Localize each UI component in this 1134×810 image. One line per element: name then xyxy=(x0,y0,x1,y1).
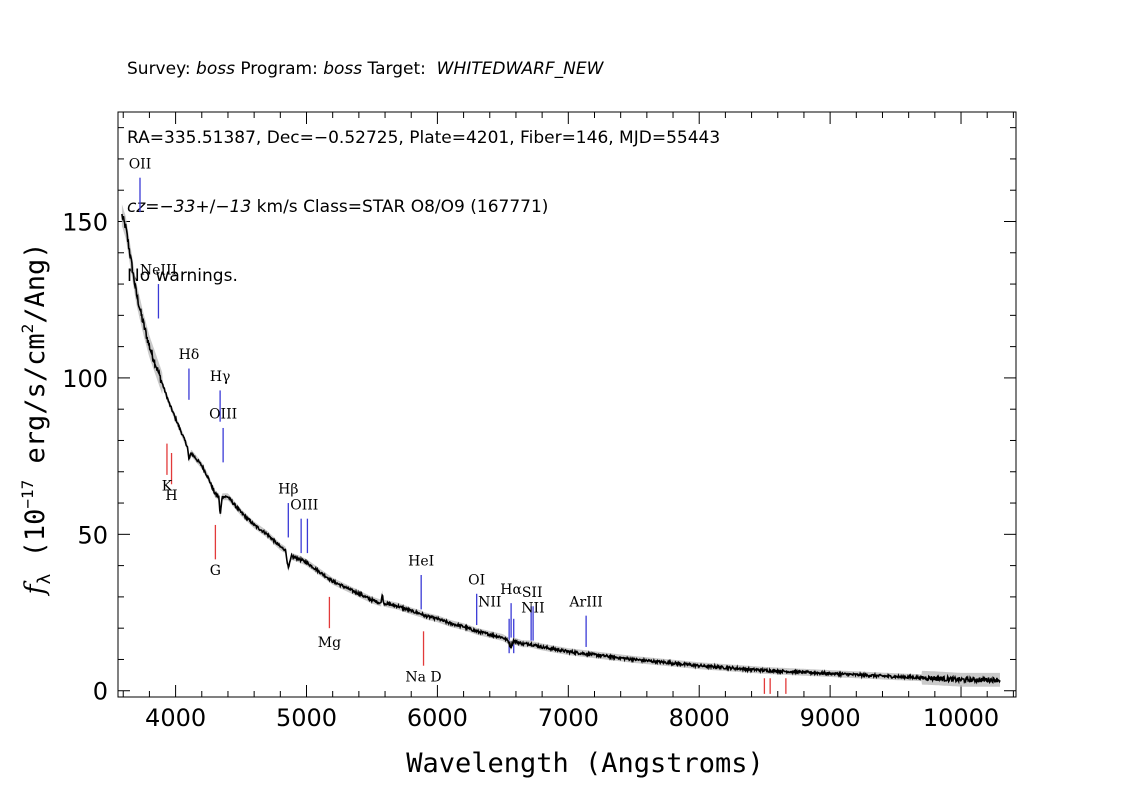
program-value: boss xyxy=(323,59,363,79)
survey-label: Survey: xyxy=(127,59,197,79)
line-label: Hα xyxy=(500,582,522,598)
x-tick-label: 9000 xyxy=(800,704,861,732)
survey-value: boss xyxy=(196,59,235,79)
y-label-f: f xyxy=(20,581,51,597)
y-label-lambda: λ xyxy=(34,574,55,585)
y-label-pre: (10 xyxy=(20,509,51,574)
header-line-redshift: cz=−33+/−13 km/s Class=STAR O8/O9 (16777… xyxy=(127,196,720,219)
x-tick-label: 6000 xyxy=(407,704,468,732)
cz-class: km/s Class=STAR O8/O9 (167771) xyxy=(251,197,549,217)
plot-border xyxy=(117,111,1017,698)
header-line-coords: RA=335.51387, Dec=−0.52725, Plate=4201, … xyxy=(127,128,721,148)
plot-frame xyxy=(117,111,1017,698)
line-label: Mg xyxy=(318,635,341,651)
line-label: Hδ xyxy=(179,347,200,363)
line-label: OIII xyxy=(290,497,318,513)
line-label: HeI xyxy=(408,554,434,570)
spectrum-line xyxy=(121,213,1001,685)
line-label: Hγ xyxy=(210,369,231,385)
cz-separator: +/− xyxy=(195,197,230,217)
spectral-line-markers xyxy=(139,177,787,694)
line-label: NII xyxy=(521,601,544,617)
cz-label: cz= xyxy=(127,197,160,217)
target-value: WHITEDWARF_NEW xyxy=(436,59,604,79)
cz-error: 13 xyxy=(229,197,252,217)
x-tick-label: 10000 xyxy=(923,704,999,732)
line-label: OI xyxy=(468,572,485,588)
y-tick-label: 0 xyxy=(93,678,108,706)
y-label-post: /Ang) xyxy=(20,242,51,323)
line-label: OIII xyxy=(209,407,237,423)
x-tick-label: 4000 xyxy=(145,704,206,732)
y-label-exp1: −17 xyxy=(18,480,37,509)
x-tick-label: 8000 xyxy=(669,704,730,732)
line-label: G xyxy=(210,563,221,579)
line-label: Hβ xyxy=(278,482,298,498)
line-label: ArIII xyxy=(568,594,602,610)
spectrum-header: Survey: boss Program: boss Target: WHITE… xyxy=(127,12,720,311)
header-line-survey: Survey: boss Program: boss Target: WHITE… xyxy=(127,58,720,81)
x-tick-label: 7000 xyxy=(538,704,599,732)
line-label: Na D xyxy=(405,669,441,685)
program-label: Program: xyxy=(234,59,324,79)
y-label-mid: erg/s/cm xyxy=(20,333,51,479)
spectrum-series xyxy=(121,204,1001,687)
y-tick-label: 150 xyxy=(62,208,108,236)
x-axis-label: Wavelength (Angstroms) xyxy=(406,748,764,779)
y-tick-label: 50 xyxy=(77,521,108,549)
y-axis-label: fλ (10−17 erg/s/cm2/Ang) xyxy=(18,242,55,596)
x-tick-label: 5000 xyxy=(276,704,337,732)
cz-value: −33 xyxy=(159,197,196,217)
y-label-exp2: 2 xyxy=(18,324,37,334)
target-label: Target: xyxy=(362,59,437,79)
line-label: H xyxy=(165,488,177,504)
error-band xyxy=(121,204,1000,687)
line-label: K xyxy=(162,479,173,495)
line-label: SII xyxy=(522,585,543,601)
axis-ticks xyxy=(118,112,1016,697)
line-label: NII xyxy=(478,594,501,610)
line-label: NeIII xyxy=(140,263,177,279)
y-tick-label: 100 xyxy=(62,365,108,393)
line-label: OII xyxy=(129,156,152,172)
axis-labels: 4000 5000 6000 7000 8000 9000 10000 0 50 100 150 Wa… xyxy=(18,208,999,779)
